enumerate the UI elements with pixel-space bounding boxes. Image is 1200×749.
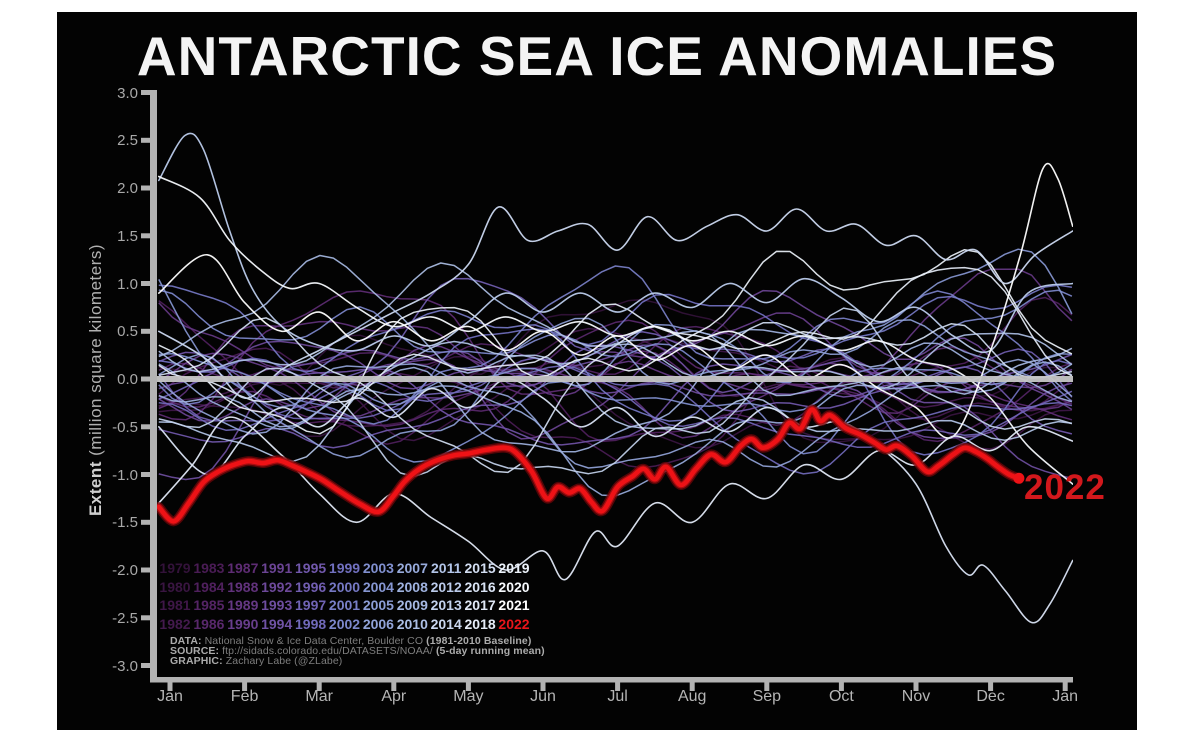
x-tick-label: Apr <box>381 688 407 705</box>
x-tick-label: Mar <box>305 688 333 705</box>
legend-year-2019: 2019 <box>498 560 530 576</box>
x-tick-label: May <box>453 688 484 705</box>
credit-line-3: GRAPHIC: Zachary Labe (@ZLabe) <box>170 654 343 667</box>
y-tick-label: 3.0 <box>117 84 138 102</box>
legend-year-2016: 2016 <box>464 578 496 595</box>
legend-year-2001: 2001 <box>328 597 361 613</box>
legend-year-2014: 2014 <box>430 615 462 632</box>
x-tick-label: Jul <box>607 688 628 705</box>
legend-year-1995: 1995 <box>295 560 327 576</box>
legend-year-1991: 1991 <box>261 560 293 576</box>
x-tick-label: Jun <box>530 688 556 705</box>
y-tick-label: 1.0 <box>117 275 138 293</box>
legend-year-1989: 1989 <box>227 597 259 613</box>
legend-year-1997: 1997 <box>295 597 327 613</box>
x-tick-label: Jan <box>157 688 183 705</box>
legend-year-1982: 1982 <box>159 615 191 632</box>
x-tick-label: Aug <box>677 688 707 705</box>
y-tick-label: -0.5 <box>112 418 138 436</box>
legend-year-2002: 2002 <box>328 615 361 632</box>
legend-year-1988: 1988 <box>227 578 259 595</box>
y-tick-label: 1.5 <box>117 227 138 245</box>
x-tick-label: Oct <box>828 688 854 705</box>
y-tick-label: -2.0 <box>112 562 138 579</box>
legend-year-1994: 1994 <box>261 615 293 632</box>
y-tick-label: -2.5 <box>112 609 138 627</box>
legend-year-1981: 1981 <box>159 597 191 613</box>
legend-year-2010: 2010 <box>396 615 428 632</box>
legend-year-1998: 1998 <box>295 615 327 632</box>
legend-year-2008: 2008 <box>396 578 428 595</box>
legend-year-2009: 2009 <box>396 597 428 613</box>
legend-year-2020: 2020 <box>498 578 530 595</box>
chart-title: ANTARCTIC SEA ICE ANOMALIES <box>136 25 1058 87</box>
legend-year-2003: 2003 <box>362 560 394 576</box>
x-tick-label: Jan <box>1052 688 1079 705</box>
axes <box>141 90 1073 691</box>
legend-year-1990: 1990 <box>227 615 259 632</box>
zero-baseline <box>152 376 1073 382</box>
legend-year-1979: 1979 <box>159 560 191 576</box>
legend-year-2012: 2012 <box>430 578 462 595</box>
legend-year-1983: 1983 <box>193 560 225 576</box>
credits-block: DATA: National Snow & Ice Data Center, B… <box>170 635 545 667</box>
legend-year-1999: 1999 <box>328 560 361 576</box>
legend-year-1987: 1987 <box>227 560 259 576</box>
background-year-lines <box>158 132 1073 624</box>
legend-year-2006: 2006 <box>362 615 394 632</box>
legend-year-1984: 1984 <box>193 578 225 595</box>
legend-year-2018: 2018 <box>464 615 496 632</box>
annotation-2022: 2022 <box>1024 468 1106 507</box>
legend-year-2007: 2007 <box>396 560 428 576</box>
credit-line-1: DATA: National Snow & Ice Data Center, B… <box>170 635 532 647</box>
legend-year-2015: 2015 <box>464 560 496 576</box>
legend-year-2011: 2011 <box>431 560 462 576</box>
legend-year-2022: 2022 <box>498 615 530 632</box>
legend-year-1980: 1980 <box>159 578 191 595</box>
legend-year-1986: 1986 <box>193 615 225 632</box>
legend-year-2000: 2000 <box>328 578 361 595</box>
y-tick-label: 0.5 <box>117 323 138 341</box>
credit-line-2: SOURCE: ftp://sidads.colorado.edu/DATASE… <box>170 644 545 657</box>
legend-year-1992: 1992 <box>261 578 293 595</box>
legend-year-1993: 1993 <box>261 597 293 613</box>
legend-year-2013: 2013 <box>430 597 462 613</box>
y-tick-label: -1.5 <box>112 514 138 532</box>
legend-year-1985: 1985 <box>193 597 225 613</box>
series-2022-line <box>153 404 1025 527</box>
x-tick-label: Dec <box>976 688 1005 705</box>
y-tick-label: -1.0 <box>112 466 138 484</box>
y-tick-label: 2.0 <box>117 180 138 197</box>
y-tick-label: -3.0 <box>112 657 138 675</box>
legend-year-2017: 2017 <box>464 597 496 613</box>
x-tick-label: Nov <box>901 688 931 705</box>
y-tick-label: 0.0 <box>117 371 138 388</box>
y-tick-label: 2.5 <box>117 132 138 150</box>
x-tick-label: Sep <box>752 688 782 705</box>
legend-year-2021: 2021 <box>498 597 530 613</box>
legend-year-1996: 1996 <box>295 578 327 595</box>
x-tick-label: Feb <box>230 688 259 705</box>
legend-year-2005: 2005 <box>362 597 394 613</box>
legend-year-2004: 2004 <box>362 578 394 595</box>
